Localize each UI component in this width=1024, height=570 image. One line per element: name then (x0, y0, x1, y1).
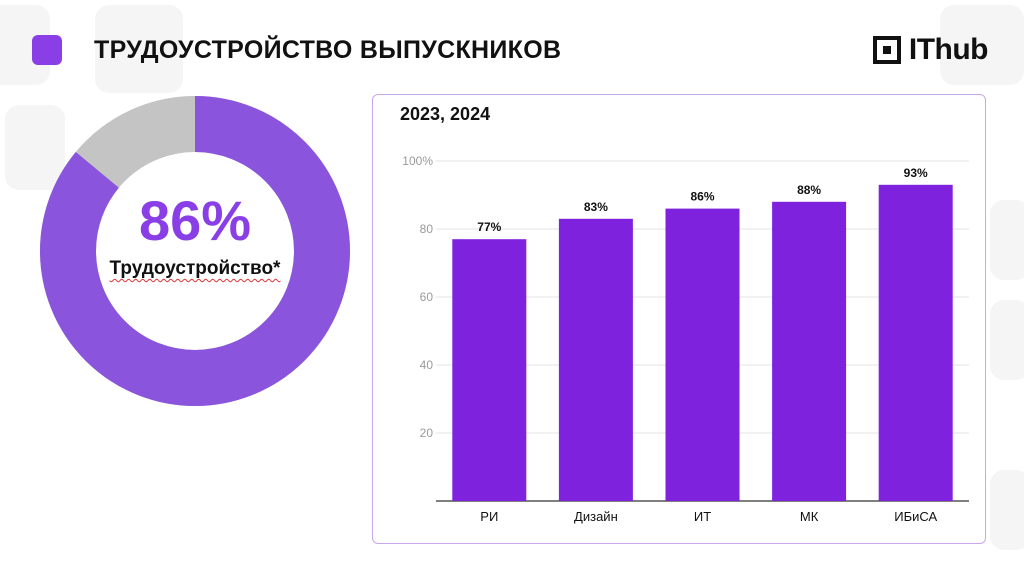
background-tile (990, 200, 1024, 280)
x-category-label: МК (800, 509, 819, 524)
x-category-label: РИ (480, 509, 498, 524)
bar-3 (665, 208, 740, 501)
accent-square-icon (32, 35, 62, 65)
x-category-label: ИБиСА (894, 509, 937, 524)
bar-4 (772, 201, 847, 502)
y-tick-label: 100% (402, 154, 433, 168)
background-tile (95, 5, 183, 93)
x-category-label: ИТ (694, 509, 711, 524)
page-header: ТРУДОУСТРОЙСТВО ВЫПУСКНИКОВ (32, 30, 561, 70)
data-label: 86% (690, 190, 714, 204)
employment-donut-chart (40, 96, 350, 406)
background-tile (940, 5, 1024, 85)
logo-text: IThub (908, 33, 989, 66)
y-tick-label: 20 (420, 426, 434, 440)
data-label: 93% (904, 166, 928, 180)
chart-title: 2023, 2024 (400, 104, 490, 124)
bar-1 (452, 239, 527, 501)
donut-label: Трудоустройство* (40, 258, 350, 280)
bar-chart: 2023, 2024 20 40 60 80 100% 77% РИ 83% Дизайн 86%… (400, 104, 969, 524)
data-label: 88% (797, 183, 821, 197)
x-category-label: Дизайн (574, 509, 618, 524)
y-tick-label: 60 (420, 290, 434, 304)
data-label: 77% (477, 220, 501, 234)
data-label: 83% (584, 200, 608, 214)
background-tile (5, 105, 65, 190)
bar-chart-card: 2023, 2024 20 40 60 80 100% 77% РИ 83% Дизайн 86%… (372, 94, 986, 544)
bar-2 (558, 218, 633, 502)
background-tile (990, 470, 1024, 550)
y-tick-label: 80 (420, 222, 434, 236)
donut-value-arc (40, 96, 350, 406)
donut-label-text: Трудоустройство* (109, 258, 281, 279)
ithub-logo-icon (872, 36, 901, 64)
bar-5 (878, 184, 953, 502)
page-title: ТРУДОУСТРОЙСТВО ВЫПУСКНИКОВ (94, 35, 562, 64)
background-tile (990, 300, 1024, 380)
brand-logo: IThub (872, 33, 989, 67)
y-tick-label: 40 (420, 358, 434, 372)
donut-value: 86% (138, 189, 252, 252)
